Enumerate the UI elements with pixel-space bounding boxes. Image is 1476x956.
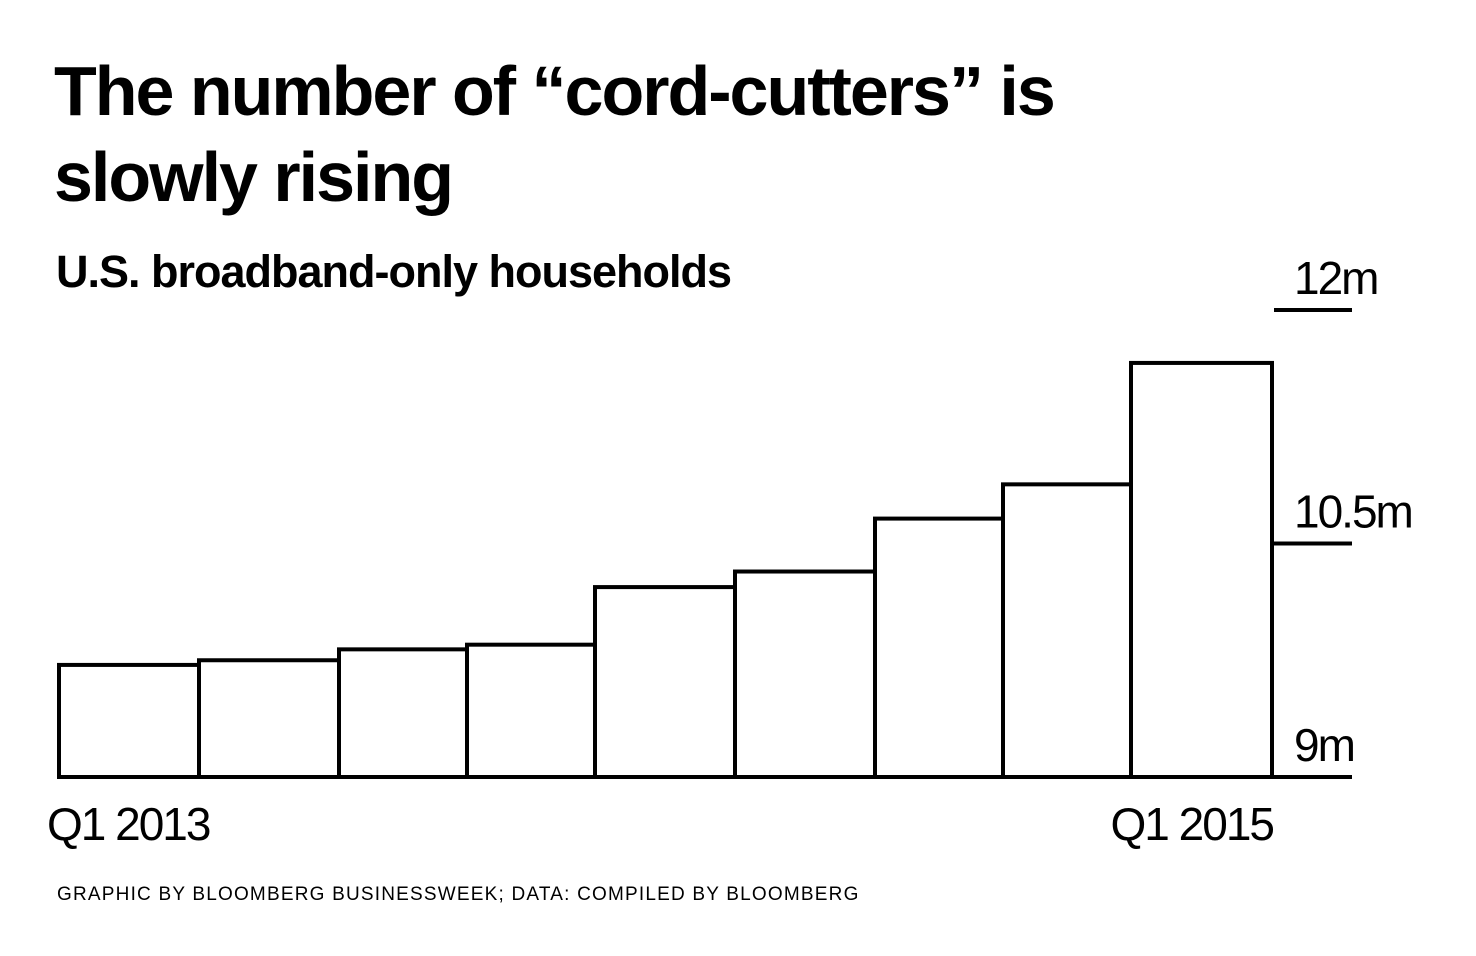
bar-q2-2013 — [197, 658, 341, 779]
bar-q3-2013 — [337, 647, 469, 779]
y-tick-label: 10.5m — [1294, 486, 1412, 538]
bar-q1-2014 — [593, 585, 737, 779]
source-note: GRAPHIC BY BLOOMBERG BUSINESSWEEK; DATA:… — [57, 884, 860, 905]
y-tick-label: 12m — [1294, 252, 1377, 304]
bars-group — [57, 360, 1274, 780]
bar-q4-2014 — [1001, 482, 1133, 779]
bar-q3-2014 — [873, 516, 1005, 779]
y-axis: 9m 10.5m 12m — [57, 252, 1414, 779]
chart-title: The number of “cord-cutters” is slowly r… — [54, 52, 1056, 216]
chart-subtitle: U.S. broadband-only households — [56, 246, 732, 297]
bar-q2-2014 — [733, 569, 877, 780]
x-axis: Q1 2013 Q1 2015 — [47, 798, 1275, 850]
x-tick-label-end: Q1 2015 — [1111, 798, 1274, 850]
x-tick-label-start: Q1 2013 — [47, 798, 210, 850]
y-tick-label: 9m — [1294, 719, 1354, 771]
bar-q1-2015 — [1129, 360, 1274, 779]
bar-q4-2013 — [465, 642, 597, 780]
bar-q1-2013 — [57, 662, 201, 779]
